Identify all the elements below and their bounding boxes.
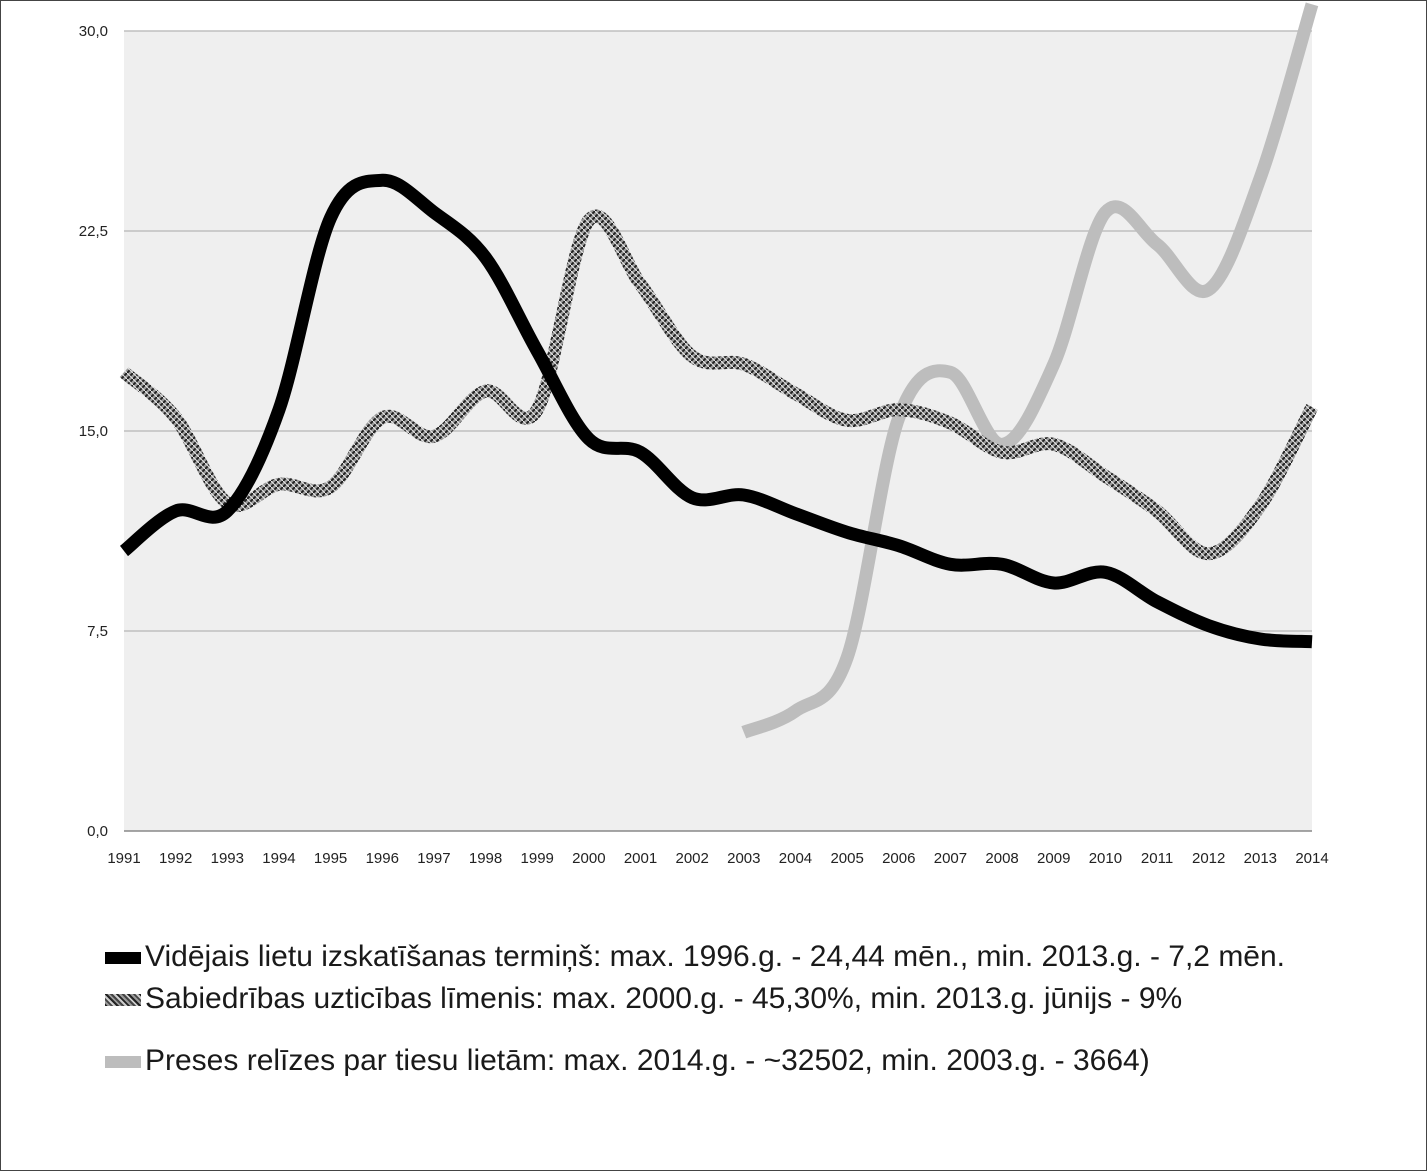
x-tick-label: 2006 xyxy=(882,850,915,867)
x-tick-label: 2002 xyxy=(675,850,708,867)
x-tick-label: 2005 xyxy=(830,850,863,867)
y-tick-label: 0,0 xyxy=(87,823,108,840)
x-tick-label: 2013 xyxy=(1244,850,1277,867)
legend-swatch-1 xyxy=(105,994,141,1006)
legend-label-2: Preses relīzes par tiesu lietām: max. 20… xyxy=(145,1044,1150,1077)
line-chart: 0,0 7,5 15,0 22,5 30,0 1991 1992 1993 1994 1995 1… xyxy=(79,2,1329,867)
series-line-0 xyxy=(119,173,1313,649)
x-tick-label: 2010 xyxy=(1089,850,1122,867)
legend-label-0: Vidējais lietu izskatīšanas termiņš: max… xyxy=(145,940,1286,973)
series-line-2 xyxy=(741,2,1319,739)
x-tick-label: 1991 xyxy=(107,850,140,867)
x-tick-label: 2003 xyxy=(727,850,760,867)
x-tick-label: 2008 xyxy=(985,850,1018,867)
series-line-1 xyxy=(119,209,1318,561)
x-tick-label: 1998 xyxy=(469,850,502,867)
x-tick-label: 1999 xyxy=(521,850,554,867)
x-tick-label: 1996 xyxy=(366,850,399,867)
y-tick-label: 7,5 xyxy=(87,623,108,640)
legend-label-1: Sabiedrības uzticības līmenis: max. 2000… xyxy=(145,982,1183,1015)
x-tick-label: 2014 xyxy=(1295,850,1328,867)
x-tick-label: 2012 xyxy=(1192,850,1225,867)
x-tick-label: 2000 xyxy=(572,850,605,867)
legend-item-1: Sabiedrības uzticības līmenis: max. 2000… xyxy=(101,981,1391,1017)
legend: Vidējais lietu izskatīšanas termiņš: max… xyxy=(101,939,1391,1079)
legend-item-2: Preses relīzes par tiesu lietām: max. 20… xyxy=(101,1043,1391,1079)
x-tick-label: 2009 xyxy=(1037,850,1070,867)
x-tick-label: 2001 xyxy=(624,850,657,867)
x-tick-label: 1993 xyxy=(211,850,244,867)
legend-item-0: Vidējais lietu izskatīšanas termiņš: max… xyxy=(101,939,1391,975)
legend-swatch-2 xyxy=(105,1056,141,1068)
x-tick-label: 1995 xyxy=(314,850,347,867)
y-tick-label: 30,0 xyxy=(79,23,108,40)
y-tick-label: 22,5 xyxy=(79,223,108,240)
y-tick-label: 15,0 xyxy=(79,423,108,440)
x-tick-label: 2011 xyxy=(1141,850,1173,867)
legend-swatch-0 xyxy=(105,952,141,964)
x-tick-label: 1992 xyxy=(159,850,192,867)
x-tick-label: 1994 xyxy=(262,850,295,867)
x-tick-label: 1997 xyxy=(417,850,450,867)
x-tick-label: 2007 xyxy=(934,850,967,867)
x-tick-label: 2004 xyxy=(779,850,812,867)
